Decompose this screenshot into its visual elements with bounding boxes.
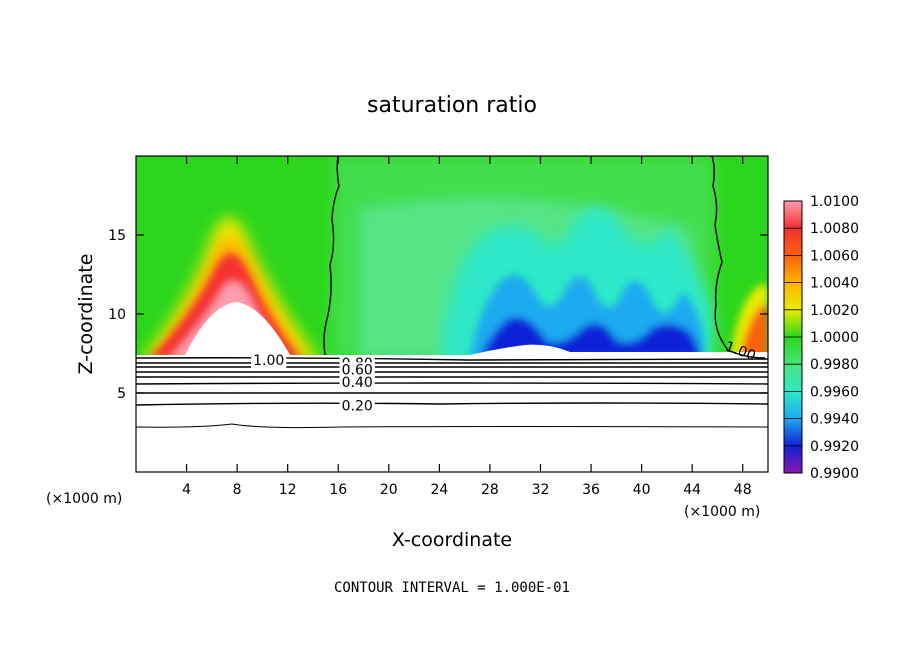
contour-0.10: [136, 423, 768, 429]
colorbar: 1.0100 1.0080 1.0060 1.0040 1.0020 1.0000 0.99…: [783, 194, 859, 482]
x-axis-label: X-coordinate: [392, 529, 512, 551]
x-tick-label: 12: [279, 482, 297, 498]
contour-0.40: [136, 382, 768, 385]
colorbar-label: 1.0100: [810, 194, 859, 210]
y-axis-ticks: 5 10 15: [108, 228, 768, 402]
colorbar-label: 1.0060: [810, 248, 859, 264]
x-unit-label-right: (×1000 m): [684, 504, 760, 520]
contour-label-group: 1.000.800.600.400.201.00: [251, 339, 758, 415]
colorbar-label: 1.0040: [810, 276, 859, 292]
x-tick-label: 16: [329, 482, 347, 498]
colorbar-label: 1.0000: [810, 330, 859, 346]
contour-label: 0.40: [342, 375, 373, 391]
contour-lines: [136, 156, 768, 429]
contour-label: 0.20: [342, 399, 373, 415]
x-axis-ticks: 4 8 12 16 20 24 28 32 36 40 44 48: [182, 156, 752, 498]
contour-label-background: [339, 374, 375, 391]
x-tick-label: 24: [430, 482, 448, 498]
x-tick-label: 4: [182, 482, 191, 498]
colorbar-label: 0.9940: [810, 412, 859, 428]
contour-0.50: [136, 375, 768, 378]
contour-label: 0.60: [342, 362, 373, 378]
x-tick-label: 48: [734, 482, 752, 498]
contour-0.70: [136, 365, 768, 368]
x-unit-label-left: (×1000 m): [46, 491, 122, 507]
contour-0.20: [136, 402, 768, 406]
contour-label: 1.00: [253, 353, 284, 369]
contour-label-background: [251, 352, 287, 369]
colorbar-ticks: 1.0100 1.0080 1.0060 1.0040 1.0020 1.0000 0.99…: [784, 194, 859, 482]
contour-1.00-upper-left: [323, 156, 340, 356]
contour-interval-note: CONTOUR INTERVAL = 1.000E-01: [334, 580, 570, 596]
contour-0.30: [136, 391, 768, 394]
chart-title: saturation ratio: [367, 93, 537, 118]
y-axis-label: Z-coordinate: [75, 254, 97, 375]
contour-1.00: [136, 357, 768, 361]
contour-label-background: [339, 398, 375, 415]
x-tick-label: 28: [481, 482, 499, 498]
colorbar-label: 0.9980: [810, 357, 859, 373]
x-tick-label: 20: [380, 482, 398, 498]
x-tick-label: 8: [233, 482, 242, 498]
contour-label-background: [339, 362, 375, 379]
contour-1.00-upper-right: [711, 156, 766, 359]
colorbar-label: 0.9900: [810, 466, 859, 482]
contour-0.60: [136, 370, 768, 373]
colorbar-label: 0.9920: [810, 439, 859, 455]
y-tick-label: 5: [117, 386, 126, 402]
x-tick-label: 40: [633, 482, 651, 498]
x-tick-label: 36: [582, 482, 600, 498]
x-tick-label: 44: [683, 482, 701, 498]
y-tick-label: 15: [108, 228, 126, 244]
x-tick-label: 32: [532, 482, 550, 498]
colorbar-label: 0.9960: [810, 384, 859, 400]
terrain-mask: [136, 302, 768, 472]
y-tick-label: 10: [108, 307, 126, 323]
colorbar-label: 1.0020: [810, 303, 859, 319]
colorbar-label: 1.0080: [810, 221, 859, 237]
saturation-field: 1.000.800.600.400.201.00: [136, 156, 768, 472]
contour-0.80: [136, 361, 768, 364]
field-warm-right: [730, 285, 768, 360]
